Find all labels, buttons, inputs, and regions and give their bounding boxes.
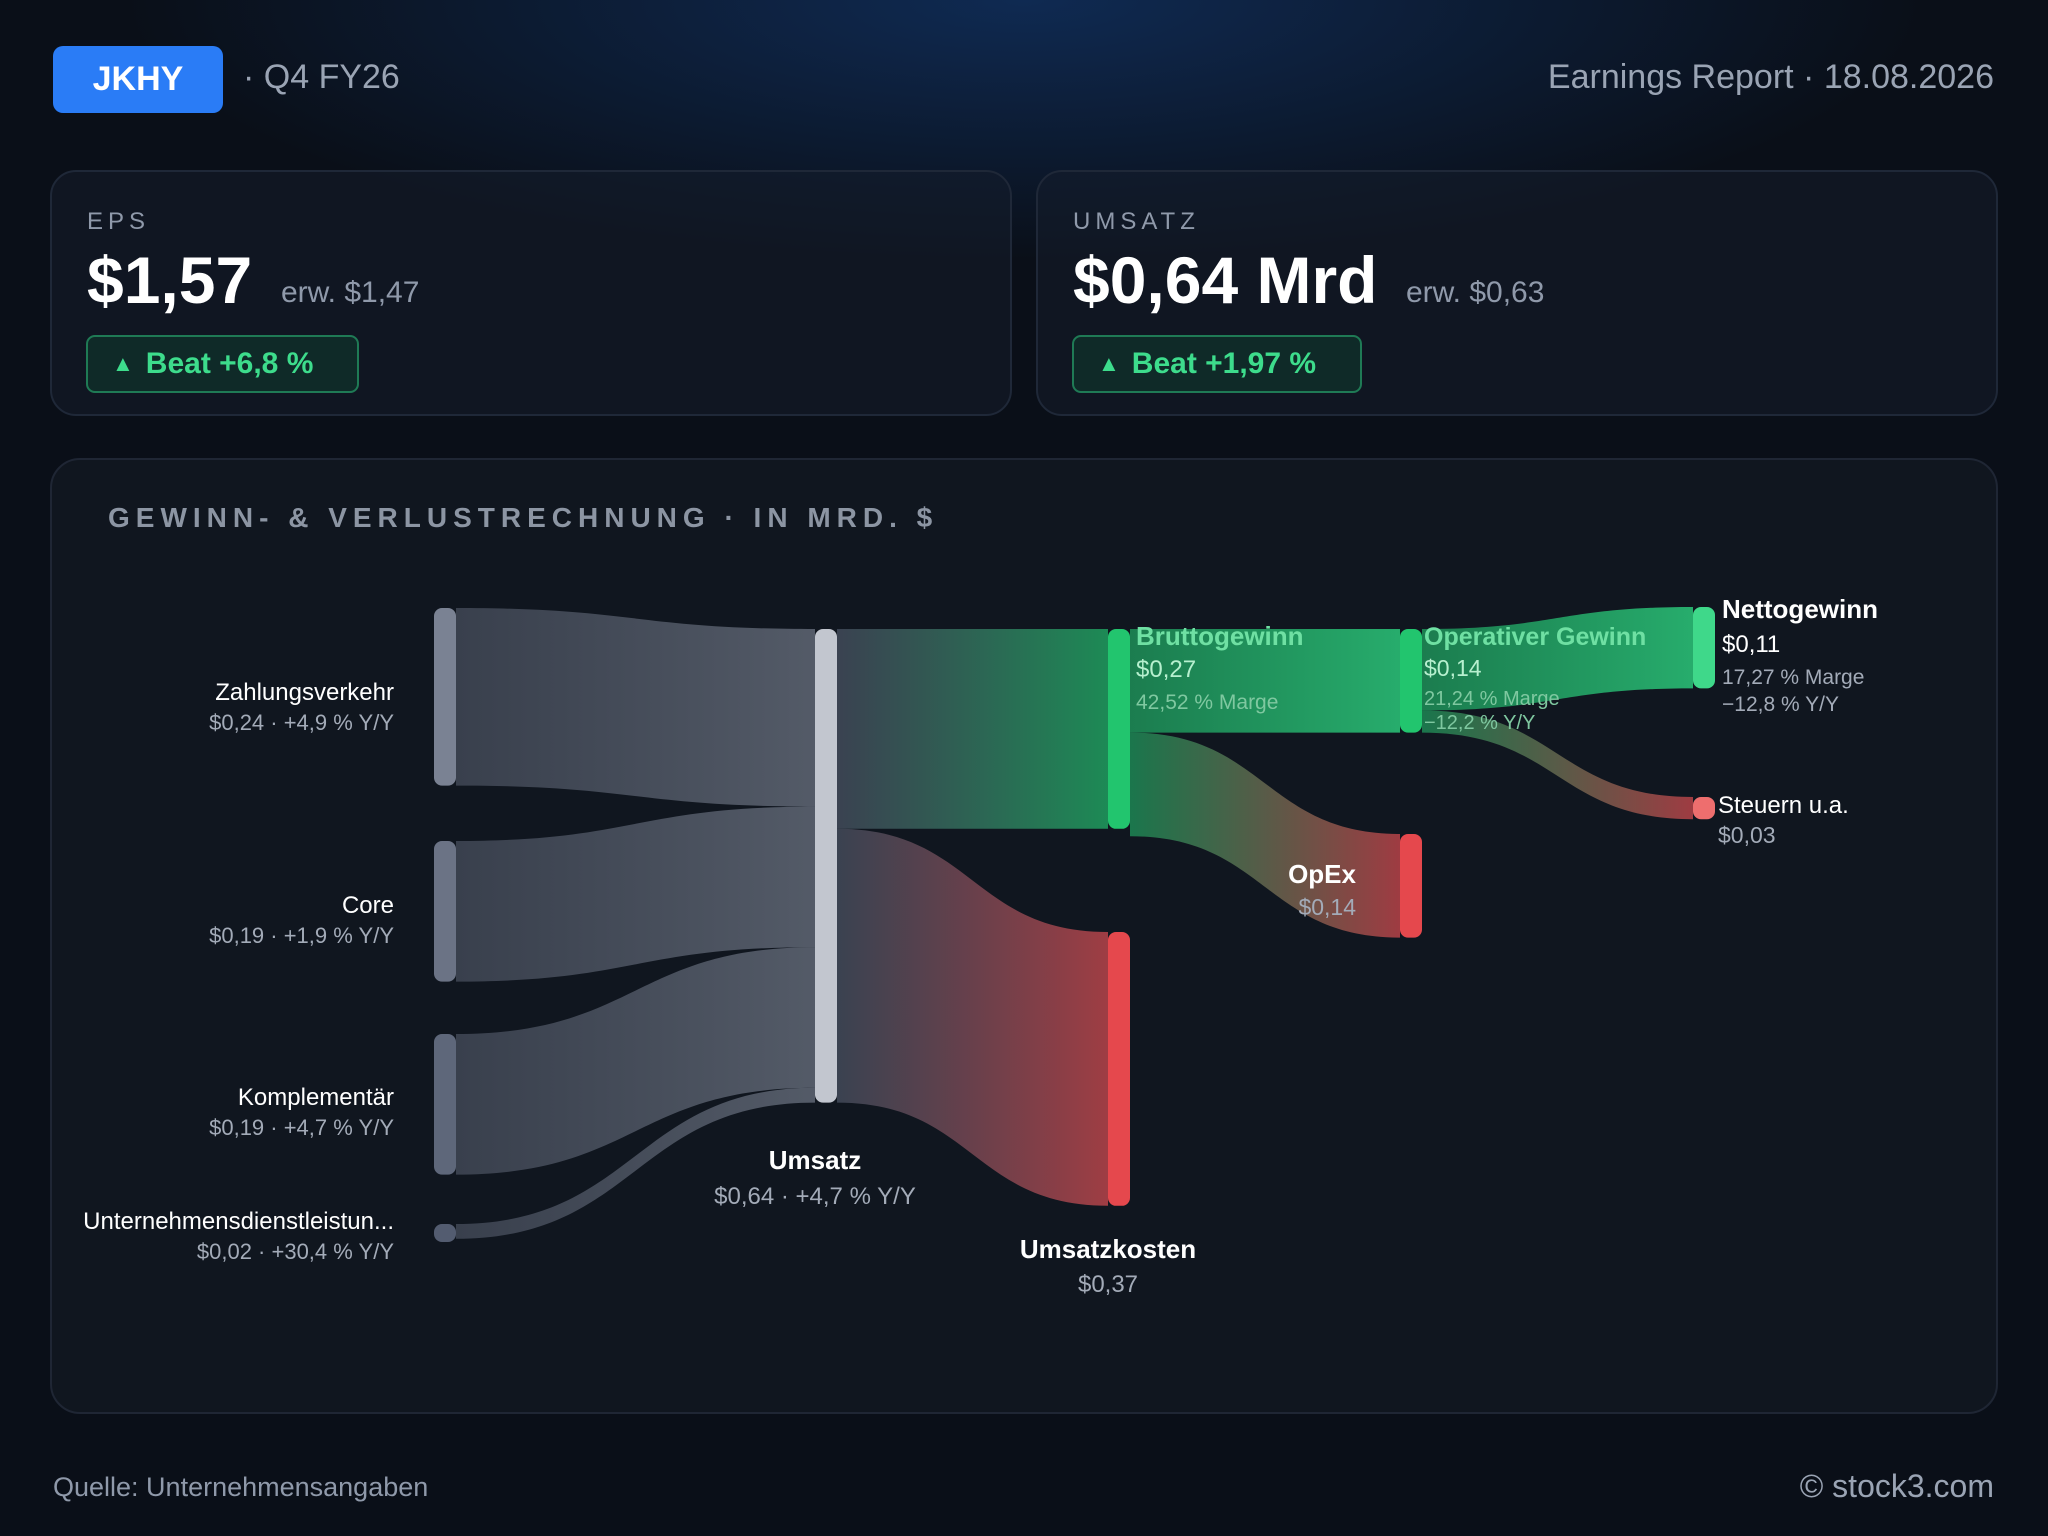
label-zahlungsverkehr: Zahlungsverkehr [215, 679, 394, 706]
value-operativ: $0,14 [1424, 655, 1482, 681]
revenue-label: UMSATZ [1073, 208, 1200, 235]
value-netto: $0,11 [1722, 631, 1780, 658]
value-steuern: $0,03 [1718, 822, 1776, 848]
value-unternehmensdienst: $0,02 · +30,4 % Y/Y [197, 1239, 394, 1264]
node-steuern [1693, 797, 1715, 820]
eps-beat-text: Beat +6,8 % [145, 347, 314, 380]
link-unternehmensdienst-umsatz [456, 1087, 815, 1239]
value-zahlungsverkehr: $0,24 · +4,9 % Y/Y [209, 710, 394, 735]
node-operativ [1400, 629, 1422, 733]
sub-brutto: 42,52 % Marge [1136, 691, 1278, 714]
value-komplementaer: $0,19 · +4,7 % Y/Y [209, 1115, 394, 1140]
label-operativ: Operativer Gewinn [1424, 623, 1646, 651]
link-brutto-opex [1130, 732, 1400, 938]
value-umsatzkosten: $0,37 [1078, 1271, 1138, 1298]
link-operativ-netto [1422, 607, 1693, 711]
label-umsatz: Umsatz [769, 1145, 861, 1175]
label-opex: OpEx [1288, 859, 1356, 889]
link-zahlungsverkehr-umsatz [456, 608, 815, 807]
link-umsatz-brutto [837, 629, 1108, 829]
link-brutto-operativ [1130, 629, 1400, 733]
source-note: Quelle: Unternehmensangaben [53, 1472, 429, 1502]
copyright: © stock3.com [1799, 1468, 1994, 1504]
revenue-beat-text: Beat +1,97 % [1131, 347, 1317, 380]
sub2-operativ: −12,2 % Y/Y [1424, 712, 1535, 734]
node-komplementaer [434, 1034, 456, 1175]
node-umsatz [815, 629, 837, 1103]
node-zahlungsverkehr [434, 608, 456, 786]
label-core: Core [342, 892, 394, 919]
link-umsatz-umsatzkosten [837, 828, 1108, 1206]
node-umsatzkosten [1108, 932, 1130, 1206]
sub-netto: 17,27 % Marge [1722, 666, 1864, 689]
report-date: Earnings Report · 18.08.2026 [1547, 58, 1994, 96]
label-komplementaer: Komplementär [238, 1084, 394, 1111]
label-netto: Nettogewinn [1722, 594, 1878, 624]
node-unternehmensdienst [434, 1224, 456, 1242]
eps-beat-badge: ▲ Beat +6,8 % [86, 335, 360, 393]
value-core: $0,19 · +1,9 % Y/Y [209, 923, 394, 948]
node-core [434, 841, 456, 982]
value-umsatz: $0,64 · +4,7 % Y/Y [714, 1183, 916, 1210]
node-opex [1400, 834, 1422, 938]
node-netto [1693, 607, 1715, 689]
revenue-value: $0,64 Mrd [1073, 243, 1378, 317]
eps-label: EPS [87, 208, 151, 235]
revenue-card: UMSATZ $0,64 Mrd erw. $0,63 ▲ Beat +1,97… [1036, 170, 1998, 416]
link-operativ-steuern [1422, 710, 1693, 820]
label-unternehmensdienst: Unternehmensdienstleistun... [83, 1208, 394, 1235]
revenue-beat-badge: ▲ Beat +1,97 % [1072, 335, 1363, 393]
revenue-estimate: erw. $0,63 [1406, 276, 1545, 309]
label-brutto: Bruttogewinn [1136, 621, 1304, 651]
eps-card: EPS $1,57 erw. $1,47 ▲ Beat +6,8 % [50, 170, 1012, 416]
eps-estimate: erw. $1,47 [281, 276, 420, 309]
quarter-label: · Q4 FY26 [243, 58, 400, 96]
triangle-up-icon: ▲ [1098, 351, 1120, 376]
panel-title: GEWINN- & VERLUSTRECHNUNG · IN MRD. $ [108, 502, 939, 533]
value-opex: $0,14 [1298, 894, 1356, 920]
label-umsatzkosten: Umsatzkosten [1020, 1234, 1196, 1264]
link-komplementaer-umsatz [456, 947, 815, 1175]
value-brutto: $0,27 [1136, 656, 1196, 683]
sub-operativ: 21,24 % Marge [1424, 688, 1560, 710]
node-brutto [1108, 629, 1130, 829]
ticker-badge: JKHY [53, 46, 223, 113]
label-steuern: Steuern u.a. [1718, 792, 1849, 819]
eps-value: $1,57 [87, 243, 253, 317]
link-core-umsatz [456, 806, 815, 982]
sub2-netto: −12,8 % Y/Y [1722, 693, 1839, 716]
triangle-up-icon: ▲ [112, 351, 134, 376]
